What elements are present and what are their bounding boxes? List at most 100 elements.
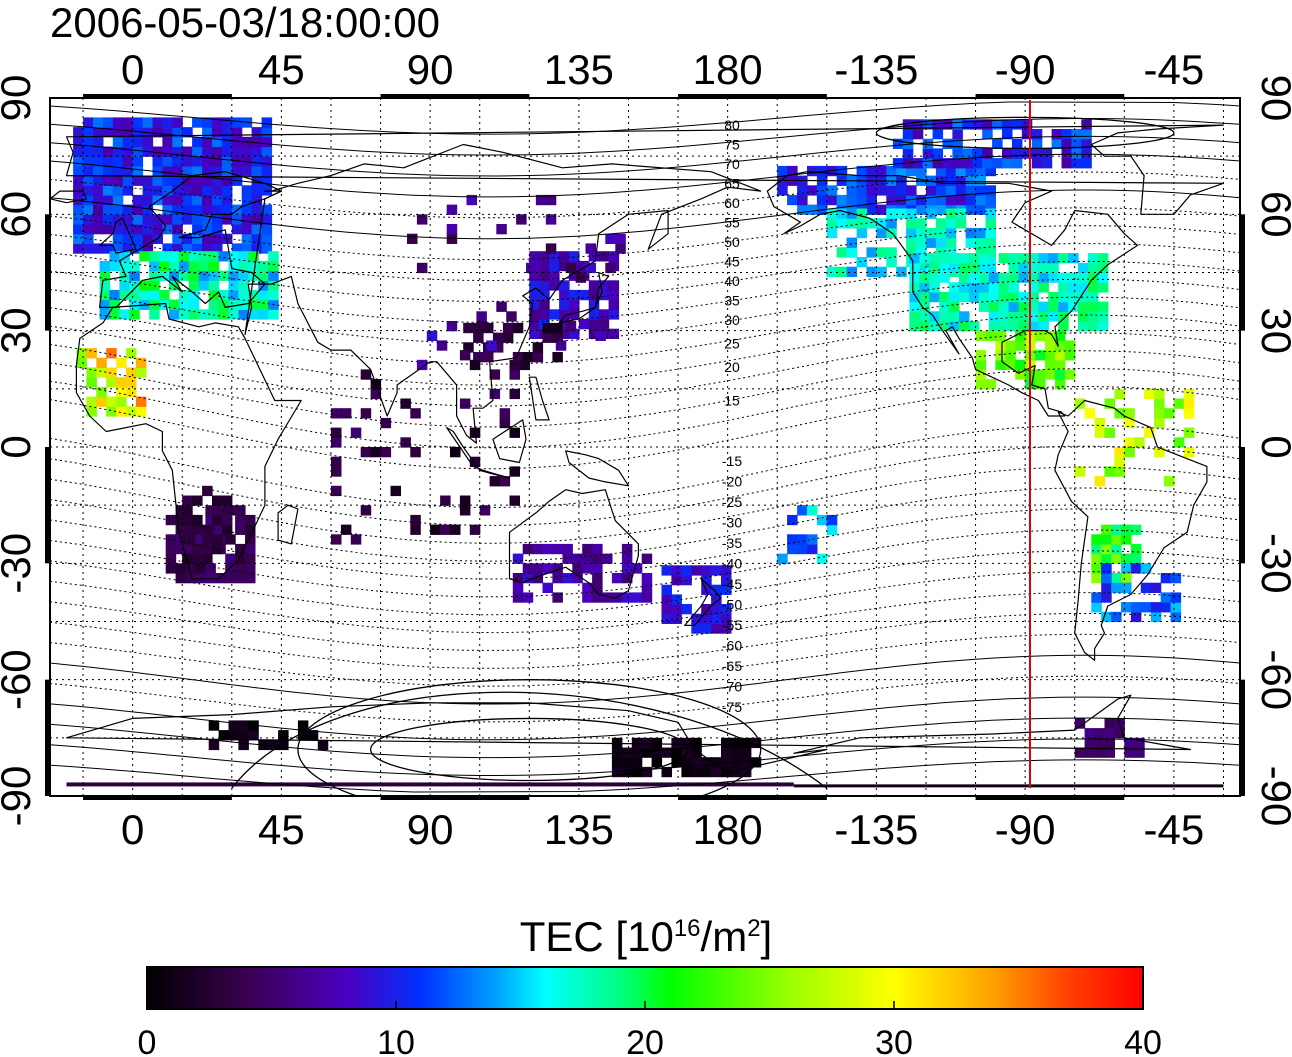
tec-cell (1038, 253, 1049, 264)
tec-cell (1087, 253, 1099, 264)
tec-cell (1078, 301, 1089, 312)
tec-cell (238, 739, 249, 751)
tec-cell (585, 262, 596, 274)
tec-cell (86, 348, 97, 359)
tec-cell (691, 613, 702, 624)
tec-cell (215, 524, 226, 535)
tec-cell (93, 185, 104, 196)
tec-cell (777, 553, 788, 564)
tec-cell (112, 194, 124, 206)
tec-cell (572, 553, 583, 564)
tec-cell (1068, 253, 1079, 264)
tec-cell (202, 204, 213, 215)
tec-cell (919, 321, 930, 332)
tec-cell (450, 447, 461, 458)
tec-cell (235, 505, 246, 516)
tec-cell (968, 321, 980, 332)
tec-cell (955, 208, 967, 219)
tec-cell (86, 367, 97, 378)
tec-cell (906, 218, 917, 229)
tec-cell (248, 260, 259, 272)
right-lat-label: 60 (1253, 191, 1292, 238)
mlat-contour (50, 654, 1240, 705)
tec-cell (1164, 408, 1175, 419)
tec-cell (691, 766, 702, 778)
tec-cell (959, 311, 970, 322)
tec-cell (93, 204, 104, 215)
tec-cell (846, 247, 858, 258)
tec-cell (212, 156, 223, 167)
tec-cell (1091, 534, 1102, 545)
tec-cell (929, 291, 940, 303)
contour-label: 30 (724, 312, 740, 328)
tec-cell (575, 272, 587, 283)
tec-cell (178, 309, 190, 320)
tec-cell (122, 156, 134, 167)
tec-cell (909, 272, 920, 283)
tec-cell (192, 175, 203, 186)
tec-cell (1058, 253, 1069, 264)
tec-cell (1140, 602, 1152, 613)
tec-cell (251, 156, 263, 167)
tec-cell (212, 204, 223, 215)
tec-cell (208, 280, 220, 291)
tec-cell (212, 224, 223, 235)
tec-cell (608, 328, 620, 339)
tec-cell (188, 299, 200, 310)
tec-cell (258, 299, 269, 310)
tec-cell (886, 194, 897, 206)
colorbar-tick-label: 40 (1124, 1024, 1162, 1057)
tec-cell (165, 514, 177, 526)
tec-cell (93, 224, 104, 235)
tec-cell (671, 604, 682, 615)
tec-cell (116, 357, 127, 369)
tec-cell (929, 321, 940, 332)
tec-cell (175, 563, 187, 574)
tec-cell (132, 165, 144, 177)
tec-cell (225, 563, 236, 574)
tec-cell (995, 330, 1006, 341)
tec-cell (112, 175, 124, 186)
tec-cell (651, 747, 663, 758)
tec-cell (896, 208, 907, 219)
tec-cell (268, 739, 279, 751)
tec-cell (807, 505, 818, 516)
tec-cell (1121, 582, 1132, 593)
tec-cell (611, 573, 623, 584)
tec-cell (777, 185, 788, 196)
tec-cell (998, 291, 1010, 303)
tec-cell (182, 127, 193, 138)
tec-cell (985, 194, 996, 206)
tec-cell (93, 146, 104, 157)
tec-cell (192, 495, 203, 506)
tec-cell (360, 408, 372, 419)
tec-cell (251, 185, 263, 196)
tec-cell (919, 282, 930, 293)
tec-cell (1011, 158, 1023, 169)
tec-cell (906, 247, 917, 258)
tec-cell (509, 495, 520, 506)
tec-cell (998, 321, 1010, 332)
tec-cell (126, 406, 137, 417)
tec-cell (96, 367, 107, 378)
tec-cell (1097, 262, 1109, 274)
tec-cell (935, 204, 947, 215)
tec-cell (278, 739, 289, 751)
tec-cell (1124, 408, 1135, 419)
tec-cell (245, 563, 256, 574)
tec-cell (129, 299, 140, 310)
tec-cell (188, 309, 200, 320)
mlat-contour (50, 550, 1240, 616)
tec-cell (549, 260, 560, 272)
tec-cell (400, 398, 411, 409)
tec-cell (208, 309, 220, 320)
tec-cell (1015, 330, 1026, 341)
tec-cell (132, 146, 144, 157)
tec-cell (1054, 379, 1066, 390)
tec-cell (221, 524, 233, 535)
tec-cell (202, 165, 213, 177)
contour-label: 65 (724, 176, 740, 192)
tec-cell (856, 165, 868, 177)
tec-cell (701, 757, 712, 768)
tec-cell (212, 185, 223, 196)
